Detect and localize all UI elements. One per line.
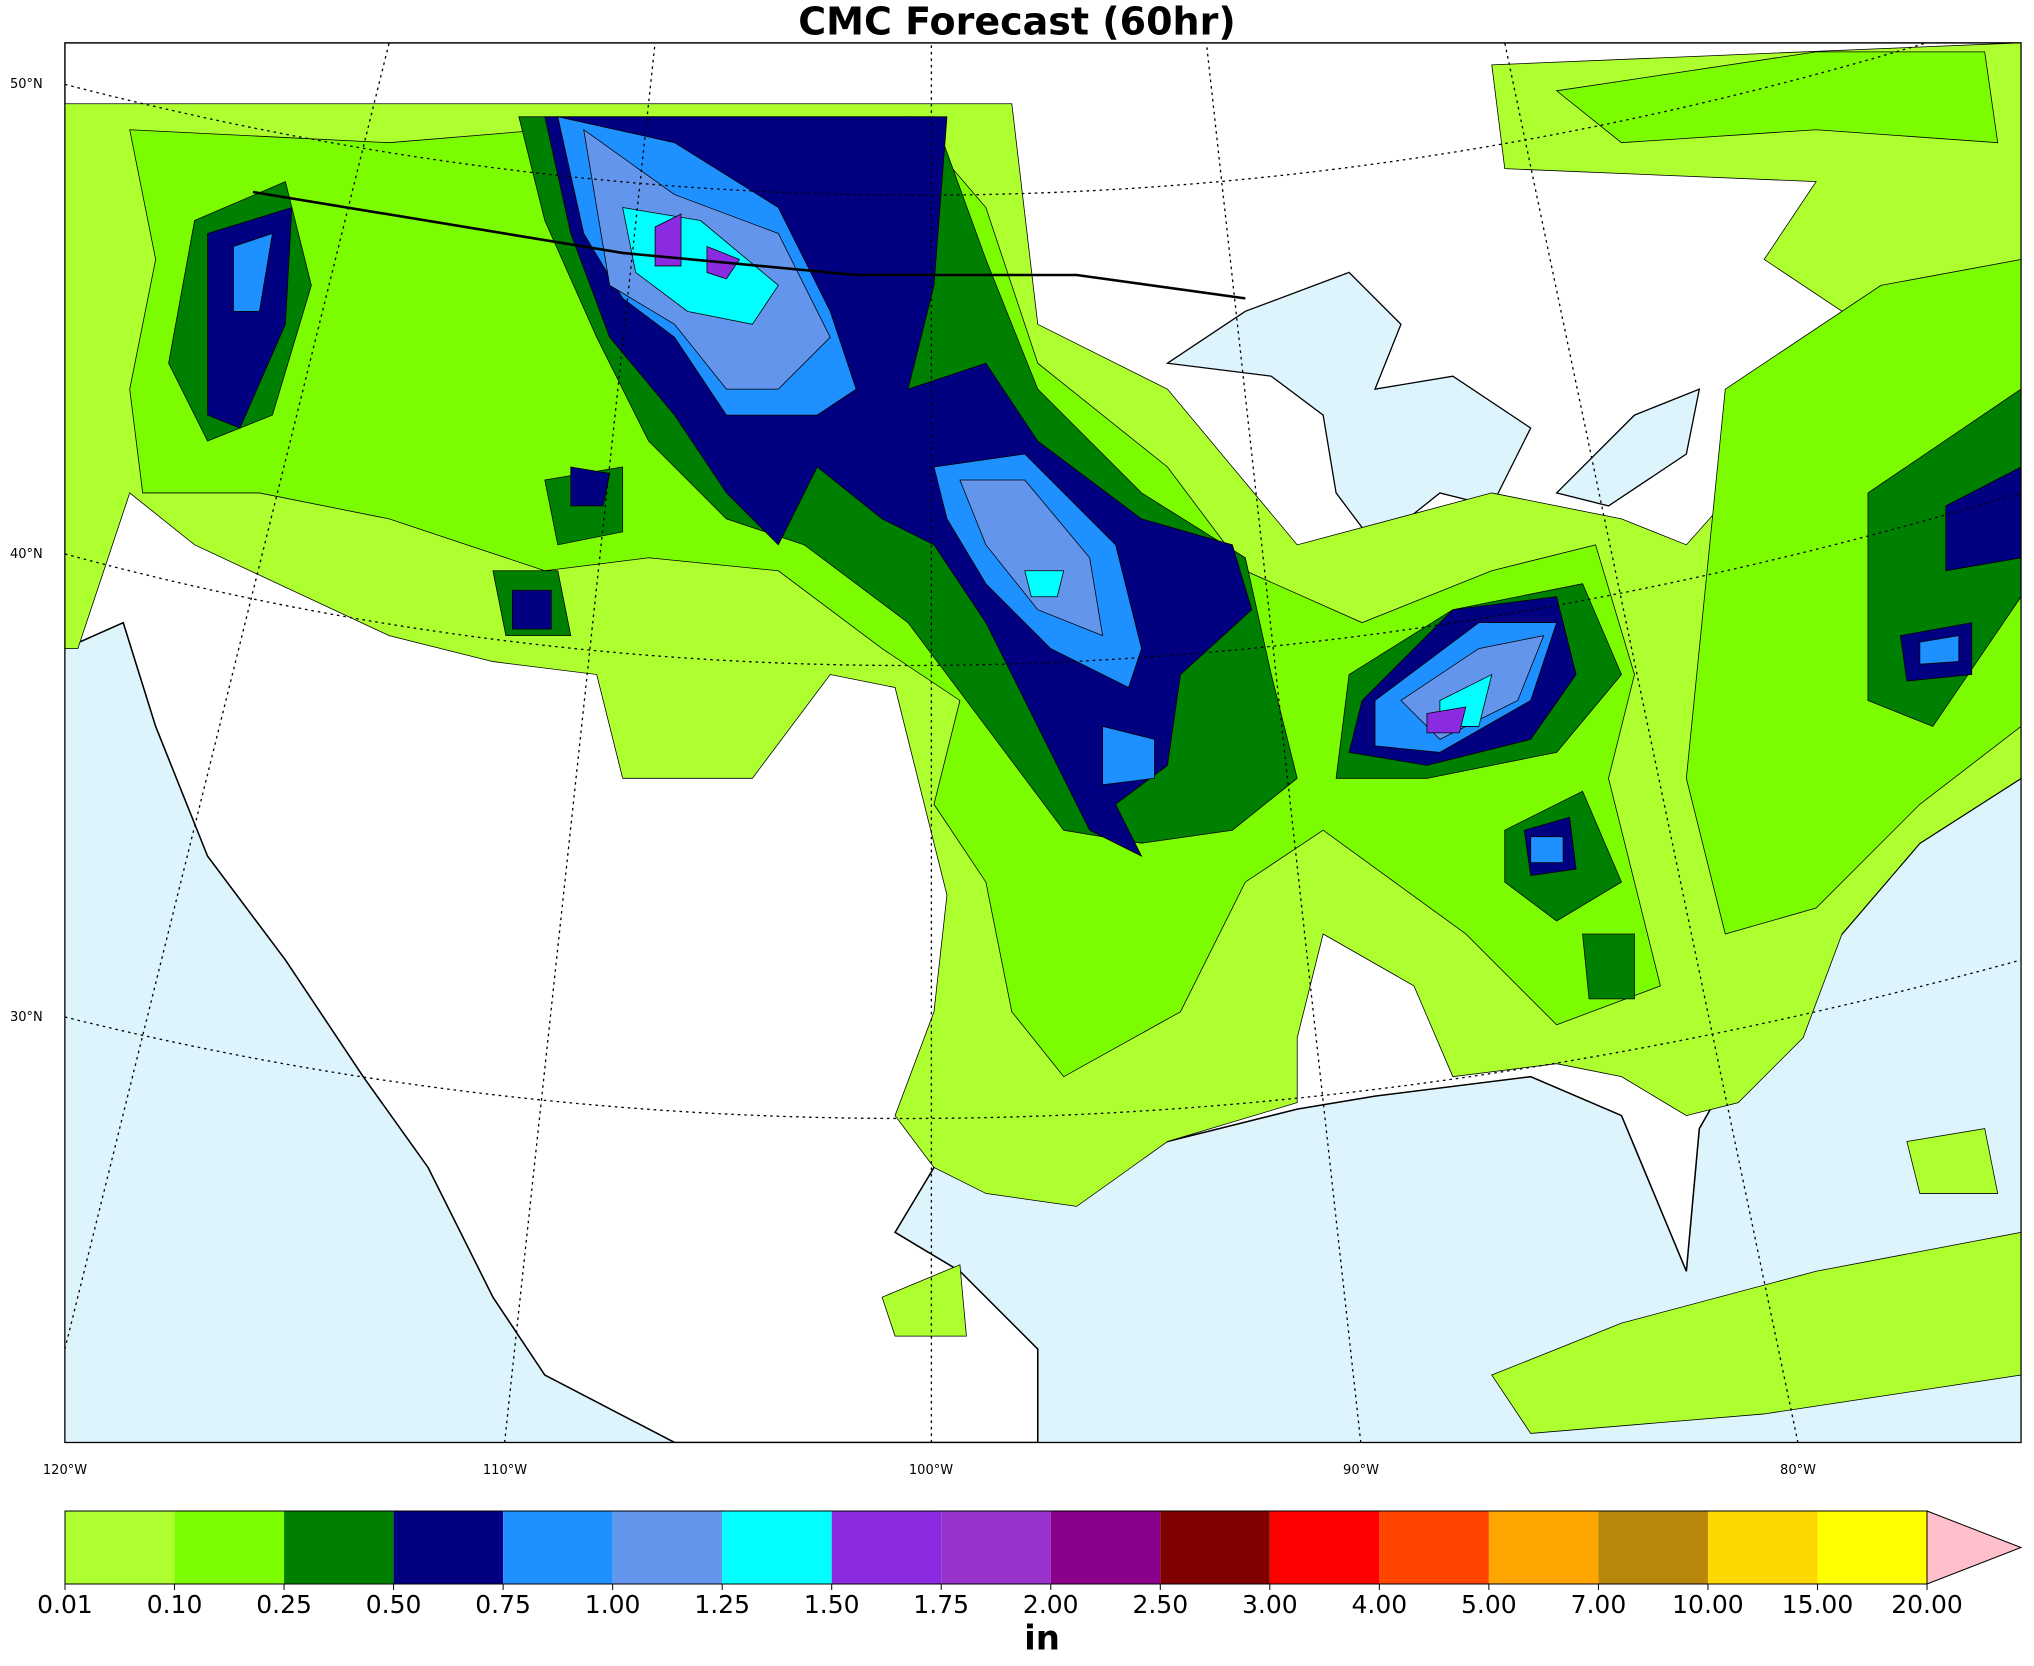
colorbar-tick-label: 0.10: [147, 1590, 203, 1619]
lat-label: 30°N: [10, 1010, 43, 1025]
lon-label: 90°W: [1343, 1463, 1379, 1478]
colorbar-tick-label: 1.50: [804, 1590, 860, 1619]
lon-label: 120°W: [43, 1463, 87, 1478]
colorbar-extend: [1926, 1510, 2023, 1585]
colorbar-frame: [64, 1510, 1928, 1585]
colorbar-tick-label: 2.00: [1023, 1590, 1079, 1619]
colorbar-tick-label: 10.00: [1672, 1590, 1744, 1619]
lon-label: 110°W: [483, 1463, 527, 1478]
lat-label: 40°N: [10, 547, 43, 562]
colorbar-segment: [722, 1511, 832, 1584]
colorbar-segment: [941, 1511, 1051, 1584]
colorbar-tick-label: 15.00: [1782, 1590, 1854, 1619]
colorbar-segment: [1379, 1511, 1489, 1584]
colorbar-tick-label: 0.50: [366, 1590, 422, 1619]
title: CMC Forecast (60hr): [798, 0, 1235, 44]
colorbar-tick-label: 3.00: [1242, 1590, 1298, 1619]
colorbar-tick-label: 0.01: [37, 1590, 93, 1619]
colorbar-segment: [1817, 1511, 1927, 1584]
colorbar-segment: [174, 1511, 285, 1584]
map: [64, 42, 2022, 1444]
colorbar-segment: [1707, 1511, 1818, 1584]
colorbar-tick-label: 7.00: [1571, 1590, 1627, 1619]
colorbar: 0.01 0.10 0.25 0.50 0.75 1.00 1.25 1.50 1.75 2.00…: [37, 1510, 2023, 1619]
colorbar-segment: [284, 1511, 394, 1584]
colorbar-segment: [503, 1511, 613, 1584]
colorbar-segment: [65, 1511, 175, 1584]
colorbar-segment: [612, 1511, 723, 1584]
colorbar-tick-label: 5.00: [1461, 1590, 1517, 1619]
colorbar-segment: [1598, 1511, 1708, 1584]
lat-label: 50°N: [10, 77, 43, 92]
colorbar-tick-label: 1.25: [694, 1590, 750, 1619]
colorbar-tick-label: 0.25: [256, 1590, 312, 1619]
colorbar-segment: [1488, 1511, 1599, 1584]
colorbar-segment: [393, 1511, 504, 1584]
colorbar-tick-label: 4.00: [1352, 1590, 1408, 1619]
colorbar-segment: [1050, 1511, 1161, 1584]
lon-label: 100°W: [909, 1463, 953, 1478]
colorbar-tick-label: 20.00: [1891, 1590, 1963, 1619]
colorbar-segment: [831, 1511, 942, 1584]
colorbar-tick-label: 2.50: [1132, 1590, 1188, 1619]
colorbar-label: in: [1024, 1619, 1060, 1659]
colorbar-tick-label: 0.75: [475, 1590, 531, 1619]
lon-label: 80°W: [1780, 1463, 1816, 1478]
colorbar-tick-label: 1.75: [913, 1590, 969, 1619]
colorbar-segment: [1160, 1511, 1270, 1584]
colorbar-segment: [1269, 1511, 1380, 1584]
colorbar-tick-label: 1.00: [585, 1590, 641, 1619]
